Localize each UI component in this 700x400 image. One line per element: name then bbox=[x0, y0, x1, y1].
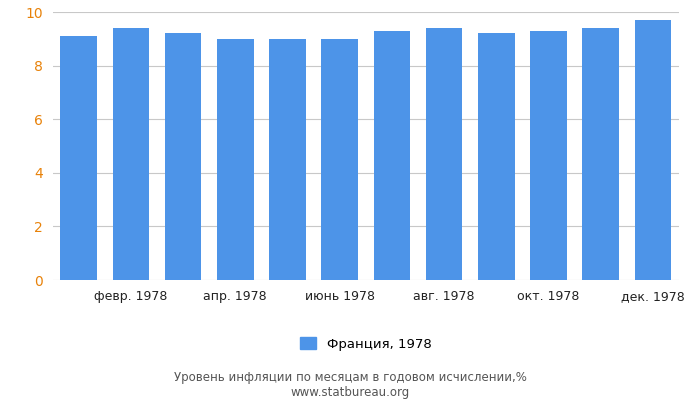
Bar bbox=[426, 28, 462, 280]
Bar bbox=[478, 34, 514, 280]
Text: www.statbureau.org: www.statbureau.org bbox=[290, 386, 410, 399]
Bar bbox=[530, 31, 567, 280]
Bar bbox=[582, 28, 619, 280]
Bar bbox=[374, 31, 410, 280]
Bar bbox=[270, 39, 306, 280]
Bar bbox=[164, 34, 202, 280]
Bar bbox=[217, 39, 253, 280]
Bar bbox=[113, 28, 149, 280]
Text: Уровень инфляции по месяцам в годовом исчислении,%: Уровень инфляции по месяцам в годовом ис… bbox=[174, 372, 526, 384]
Legend: Франция, 1978: Франция, 1978 bbox=[295, 332, 437, 356]
Bar bbox=[635, 20, 671, 280]
Bar bbox=[60, 36, 97, 280]
Bar bbox=[321, 39, 358, 280]
